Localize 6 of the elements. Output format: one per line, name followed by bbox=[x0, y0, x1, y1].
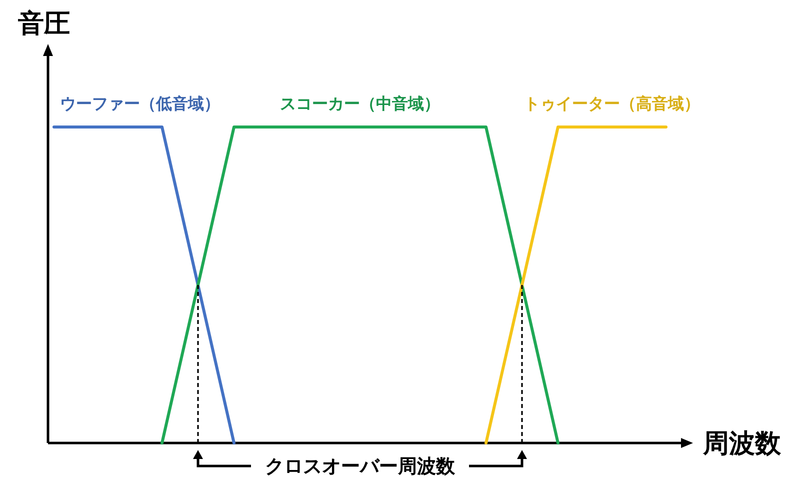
series-label: トゥイーター（高音域） bbox=[524, 94, 700, 113]
series-label: スコーカー（中音域） bbox=[280, 94, 440, 113]
text: クロスオーバー周波数 bbox=[265, 456, 456, 478]
series-label: ウーファー（低音域） bbox=[60, 94, 220, 113]
x-axis-title: 周波数 bbox=[702, 429, 782, 460]
y-axis-title: 音圧 bbox=[17, 9, 70, 39]
